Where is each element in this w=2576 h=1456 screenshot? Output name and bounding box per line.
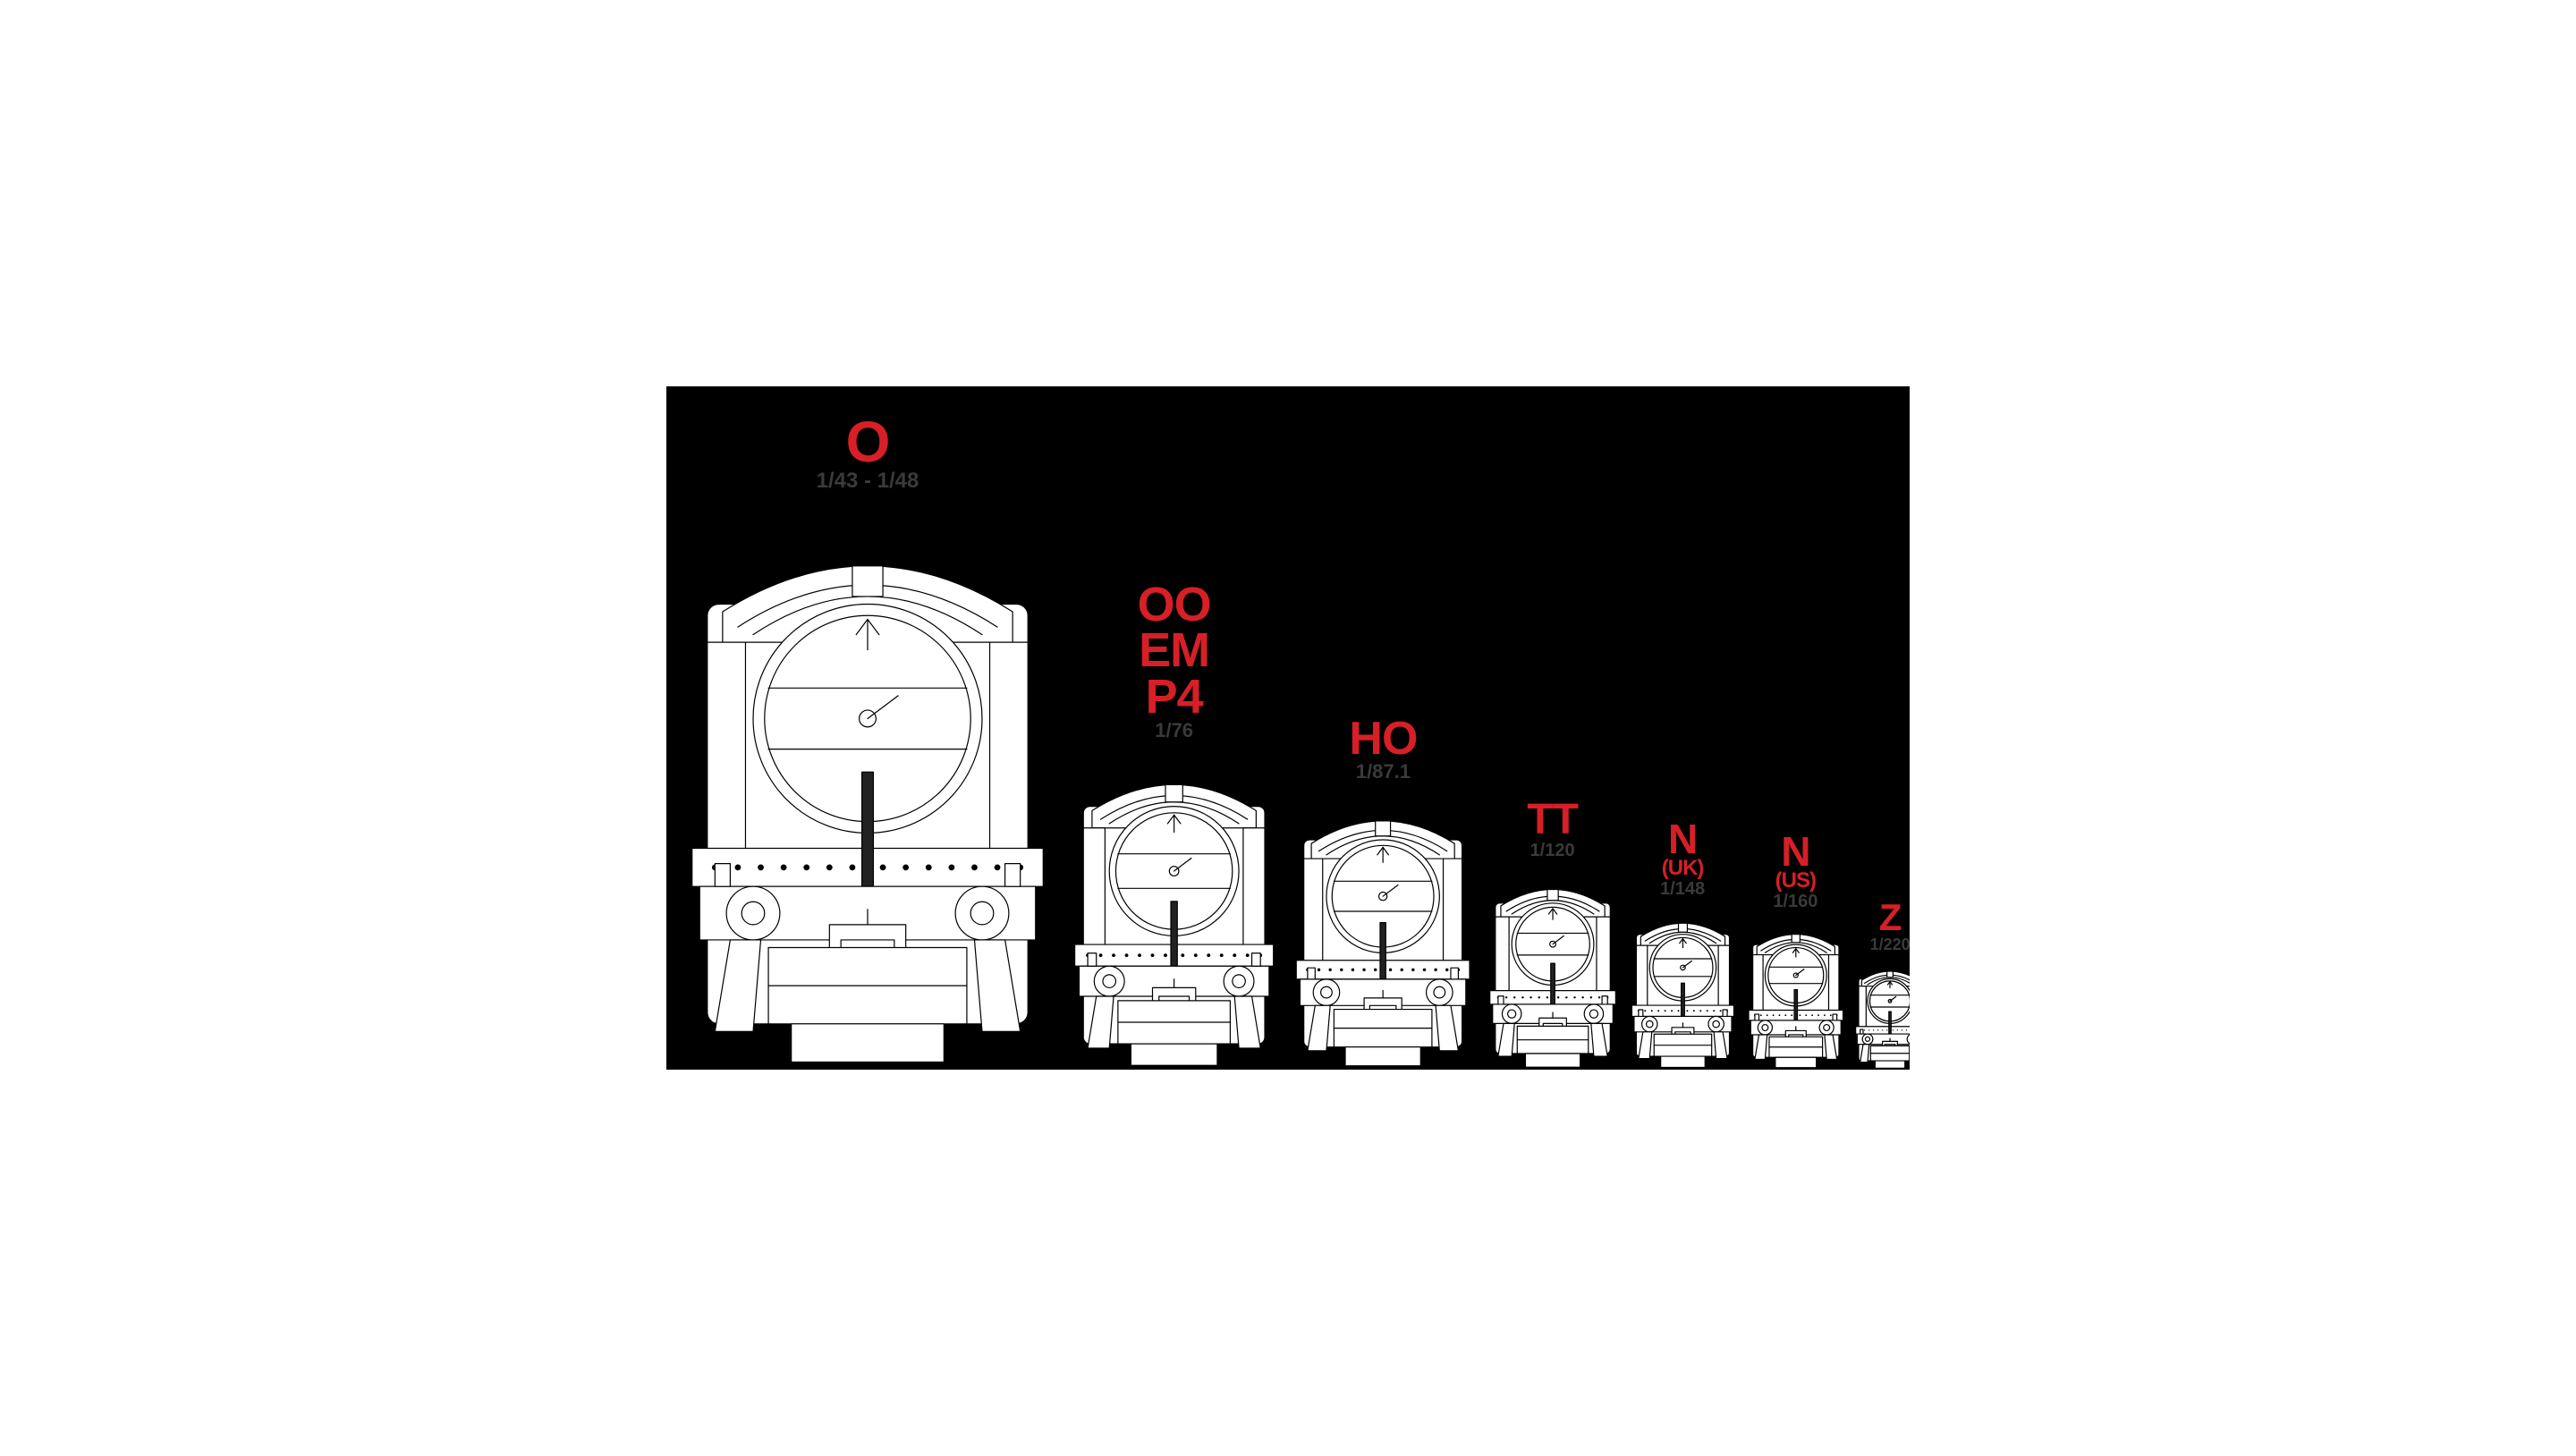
scale-ratio: 1/220 [1870, 937, 1910, 952]
gauge-name: N [1773, 833, 1818, 872]
gauge-subname: (UK) [1660, 859, 1705, 879]
chart-frame: O1/43 - 1/48 [644, 364, 1932, 1092]
scale-label: OOEMP4 1/76 [1138, 582, 1211, 741]
scale-label: TT1/120 [1527, 800, 1578, 859]
scale-label: O1/43 - 1/48 [817, 415, 919, 492]
locomotive-icon [675, 497, 1060, 1070]
gauge-name: HO [1349, 717, 1417, 761]
scale-item-tt: TT1/120 [1484, 800, 1622, 1070]
scale-label: HO 1/87.1 [1349, 717, 1417, 782]
scale-ratio: 1/160 [1773, 893, 1818, 910]
scale-item-oo-em-p4: OOEMP4 1/76 [1065, 582, 1283, 1070]
scale-item-o: O1/43 - 1/48 [675, 415, 1060, 1070]
gauge-name: N [1660, 820, 1705, 859]
chart-stage: O1/43 - 1/48 [666, 386, 1910, 1070]
scale-row: O1/43 - 1/48 [666, 415, 1910, 1070]
scale-ratio: 1/87.1 [1349, 763, 1417, 782]
gauge-name: Z [1870, 900, 1910, 935]
locomotive-icon [1065, 746, 1283, 1070]
scale-ratio: 1/148 [1660, 881, 1705, 898]
locomotive-icon [1484, 865, 1622, 1070]
scale-label: N(US)1/160 [1773, 833, 1818, 910]
scale-item-z: Z 1/220 [1852, 900, 1910, 1070]
scale-item-n-uk: N(UK) 1/148 [1627, 820, 1739, 1070]
scale-ratio: 1/76 [1138, 722, 1211, 741]
scale-ratio: 1/43 - 1/48 [817, 471, 919, 492]
gauge-name: OO [1138, 582, 1211, 628]
gauge-name: O [817, 415, 919, 470]
scale-label: N(UK) 1/148 [1660, 820, 1705, 898]
locomotive-icon [1627, 903, 1739, 1070]
locomotive-icon [1288, 787, 1478, 1070]
locomotive-icon [1852, 958, 1910, 1070]
gauge-subname: (US) [1773, 871, 1818, 892]
locomotive-icon [1744, 916, 1848, 1070]
gauge-name: EM [1138, 628, 1211, 673]
gauge-name: P4 [1138, 674, 1211, 720]
scale-item-n-us: N(US)1/160 [1744, 833, 1848, 1070]
scale-item-ho: HO 1/87.1 [1288, 717, 1478, 1070]
scale-ratio: 1/120 [1527, 842, 1578, 859]
scale-label: Z 1/220 [1870, 900, 1910, 952]
gauge-name: TT [1527, 800, 1578, 841]
